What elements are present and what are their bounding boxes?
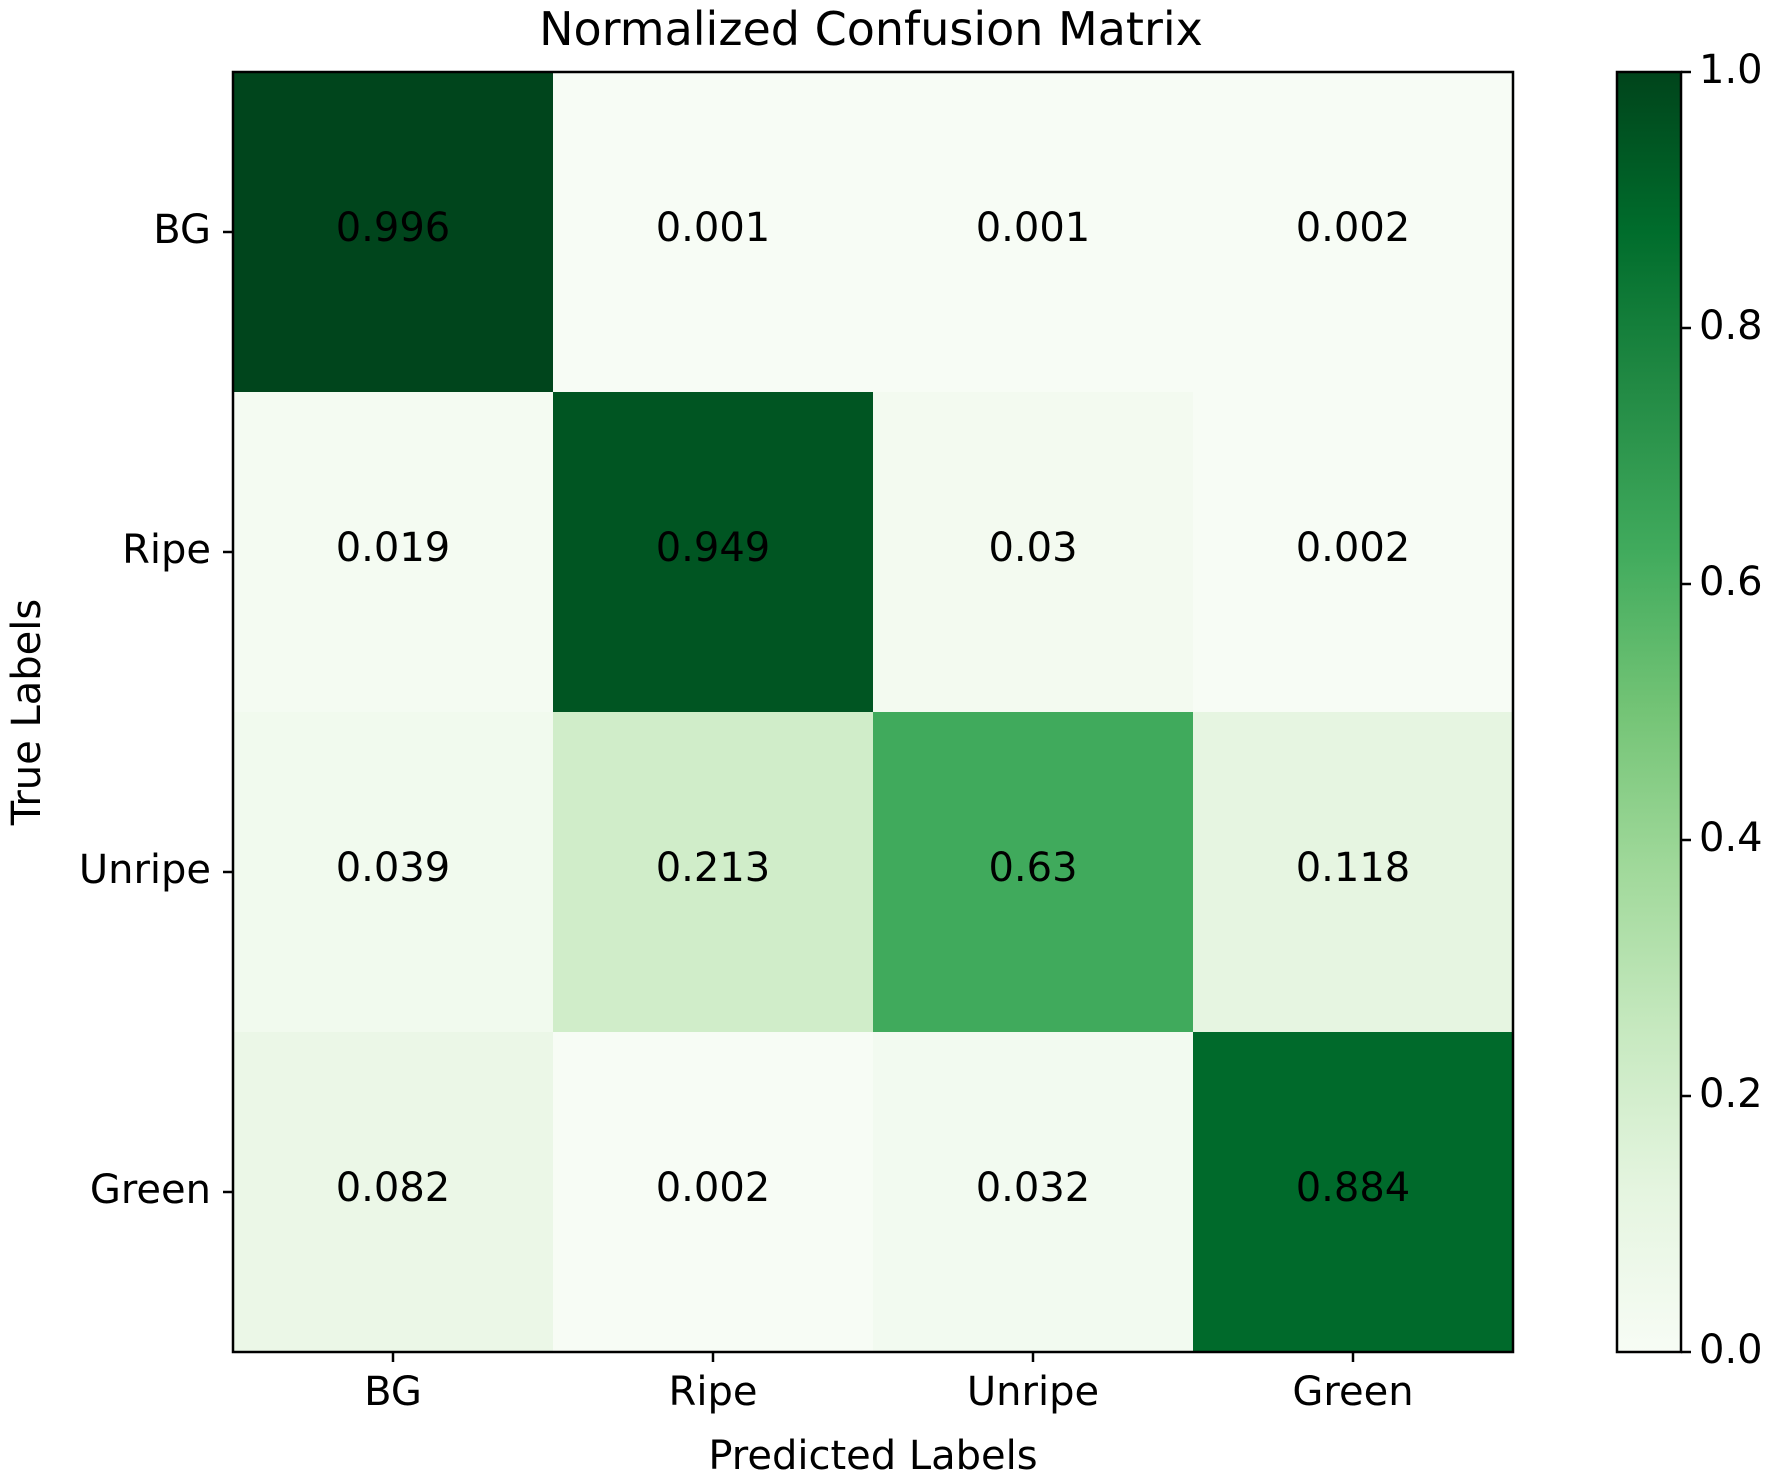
heatmap-cell	[553, 72, 874, 393]
heatmap-cell	[1193, 72, 1514, 393]
x-tick-label: Green	[1292, 1369, 1413, 1415]
heatmap-cell	[1193, 392, 1514, 713]
cell-value-label: 0.63	[988, 845, 1077, 891]
heatmap-cell	[553, 1032, 874, 1353]
y-axis-label: True Labels	[4, 599, 50, 826]
cell-value-label: 0.002	[1296, 205, 1411, 251]
colorbar-frame	[1615, 70, 1683, 1354]
cell-value-label: 0.001	[656, 205, 771, 251]
colorbar-ticks: 0.0 0.2 0.4 0.6 0.8 1.0	[1681, 47, 1763, 1373]
cell-value-label: 0.949	[656, 525, 771, 571]
heatmap-cells	[233, 72, 1514, 1353]
y-tick-label: Green	[90, 1167, 211, 1213]
colorbar-tick-label: 1.0	[1699, 47, 1763, 93]
cell-value-label: 0.039	[336, 845, 451, 891]
colorbar-tick-label: 0.0	[1699, 1327, 1763, 1373]
colorbar-gradient	[1617, 72, 1681, 1352]
heatmap-cell	[1193, 712, 1514, 1033]
x-axis-ticks: BG Ripe Unripe Green	[364, 1352, 1414, 1415]
colorbar-tick-label: 0.8	[1699, 303, 1763, 349]
heatmap-cell	[553, 712, 874, 1033]
x-tick-label: BG	[364, 1369, 422, 1415]
heatmap-cell	[233, 712, 554, 1033]
cell-value-label: 0.884	[1296, 1165, 1411, 1211]
y-axis-ticks: BG Ripe Unripe Green	[79, 207, 233, 1213]
x-axis-label: Predicted Labels	[708, 1433, 1037, 1479]
plot-frame	[231, 70, 1515, 1354]
y-tick-label: Ripe	[122, 527, 211, 573]
heatmap-cell-labels: 0.996 0.001 0.001 0.002 0.019 0.949 0.03 0.002 0…	[336, 205, 1411, 1211]
colorbar-tick-label: 0.2	[1699, 1071, 1763, 1117]
cell-value-label: 0.996	[336, 205, 451, 251]
cell-value-label: 0.118	[1296, 845, 1411, 891]
cell-value-label: 0.001	[976, 205, 1091, 251]
cell-value-label: 0.032	[976, 1165, 1091, 1211]
heatmap-cell	[233, 392, 554, 713]
y-tick-label: Unripe	[79, 847, 211, 893]
chart-title: Normalized Confusion Matrix	[539, 2, 1203, 56]
heatmap-cell	[873, 392, 1194, 713]
y-tick-label: BG	[153, 207, 211, 253]
colorbar-tick-label: 0.6	[1699, 559, 1763, 605]
x-tick-label: Ripe	[669, 1369, 758, 1415]
colorbar-tick-label: 0.4	[1699, 815, 1763, 861]
colorbar: 0.0 0.2 0.4 0.6 0.8 1.0	[1615, 47, 1763, 1373]
heatmap-cell	[553, 392, 874, 713]
cell-value-label: 0.03	[988, 525, 1077, 571]
x-tick-label: Unripe	[967, 1369, 1099, 1415]
heatmap-cell	[233, 1032, 554, 1353]
cell-value-label: 0.002	[656, 1165, 771, 1211]
cell-value-label: 0.002	[1296, 525, 1411, 571]
cell-value-label: 0.082	[336, 1165, 451, 1211]
cell-value-label: 0.213	[656, 845, 771, 891]
cell-value-label: 0.019	[336, 525, 451, 571]
heatmap-cell	[1193, 1032, 1514, 1353]
heatmap-cell	[873, 712, 1194, 1033]
heatmap-cell	[873, 72, 1194, 393]
heatmap-cell	[873, 1032, 1194, 1353]
heatmap-cell	[233, 72, 554, 393]
